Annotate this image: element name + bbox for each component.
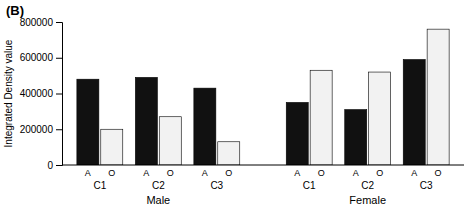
- bar: [310, 70, 332, 165]
- category-label: C3: [420, 180, 433, 191]
- series-label: O: [108, 168, 115, 178]
- bar: [403, 60, 425, 165]
- category-label: C2: [361, 180, 374, 191]
- x-axis-line: [62, 165, 464, 166]
- bar: [286, 102, 308, 165]
- y-axis-title: Integrated Density value: [3, 39, 14, 147]
- bars: [77, 29, 449, 165]
- tick-mark: [56, 165, 62, 166]
- series-label: A: [411, 168, 417, 178]
- bar: [101, 129, 123, 165]
- y-axis: 0 200000 400000 600000 800000: [20, 17, 63, 171]
- bar: [345, 110, 367, 165]
- bar: [135, 77, 157, 165]
- tick-label: 800000: [20, 17, 54, 28]
- tick: 800000: [20, 17, 62, 28]
- tick-label: 400000: [20, 88, 54, 99]
- series-label: O: [435, 168, 442, 178]
- category-label: C1: [303, 180, 316, 191]
- bar: [369, 72, 391, 165]
- tick-mark: [56, 58, 62, 59]
- series-label: A: [353, 168, 359, 178]
- group-label: Female: [349, 194, 386, 206]
- tick-label: 600000: [20, 52, 54, 63]
- category-label: C1: [93, 180, 106, 191]
- group-label: Male: [146, 194, 170, 206]
- axis-line: [56, 23, 63, 166]
- bar: [218, 142, 240, 165]
- tick: 600000: [20, 52, 62, 63]
- bar: [194, 88, 216, 165]
- tick: 400000: [20, 88, 62, 99]
- bar: [427, 29, 449, 165]
- series-label: O: [318, 168, 325, 178]
- series-label: A: [202, 168, 208, 178]
- tick-mark: [56, 129, 62, 130]
- tick-mark: [56, 22, 62, 23]
- series-label: A: [143, 168, 149, 178]
- tick-label: 0: [47, 160, 53, 171]
- bar: [77, 79, 99, 165]
- tick: 0: [47, 160, 62, 171]
- series-label: O: [376, 168, 383, 178]
- bar: [159, 117, 181, 165]
- series-label: A: [85, 168, 91, 178]
- category-label: C3: [210, 180, 223, 191]
- series-label: O: [225, 168, 232, 178]
- title: (B): [6, 3, 24, 18]
- category-label: C2: [152, 180, 165, 191]
- series-label: A: [294, 168, 300, 178]
- plot: 0200000400000600000800000AOC1AOC2AOC3AOC…: [3, 17, 464, 206]
- tick: 200000: [20, 124, 62, 135]
- tick-mark: [56, 94, 62, 95]
- tick-label: 200000: [20, 124, 54, 135]
- chart: 0200000400000600000800000AOC1AOC2AOC3AOC…: [0, 0, 474, 211]
- series-label: O: [167, 168, 174, 178]
- x-labels: AOC1AOC2AOC3AOC1AOC2AOC3MaleFemale: [85, 168, 442, 206]
